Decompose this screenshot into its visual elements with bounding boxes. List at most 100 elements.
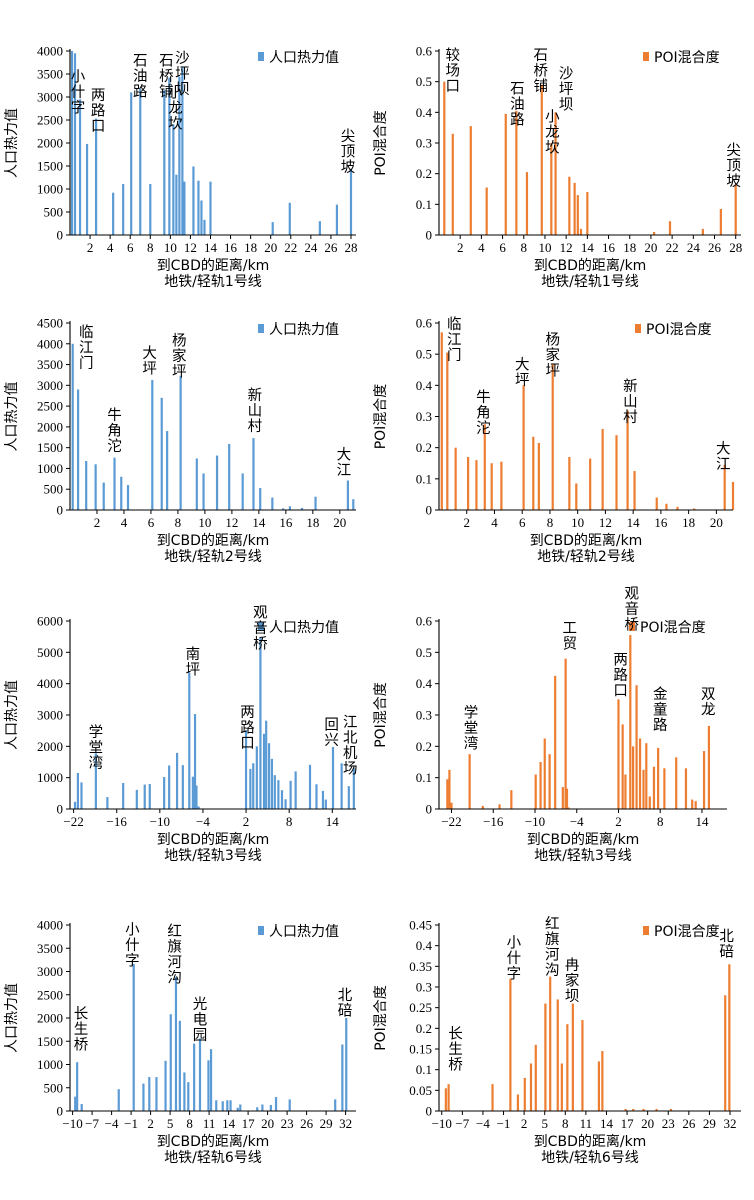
data-bar (277, 780, 280, 809)
data-bar (80, 782, 83, 809)
y-tick-label: 1500 (37, 159, 63, 174)
data-bar (676, 506, 679, 510)
x-tick-label: −7 (85, 1116, 99, 1131)
data-bar (178, 1020, 181, 1111)
data-bar (191, 776, 194, 809)
x-tick-label: 20 (333, 515, 346, 530)
x-tick-label: 4 (107, 240, 114, 255)
data-bar (198, 1038, 202, 1111)
legend-label: POI混合度 (640, 620, 706, 636)
station-label: 较场口 (446, 46, 461, 95)
y-tick-label: 2500 (37, 987, 63, 1002)
x-tick-label: 5 (167, 1116, 174, 1131)
x-tick-label: 24 (687, 240, 701, 255)
x-tick-label: 29 (320, 1116, 333, 1131)
legend-swatch (643, 52, 649, 61)
data-bar (504, 113, 507, 235)
x-tick-label: 18 (244, 240, 257, 255)
y-tick-label: 0.6 (416, 44, 433, 59)
data-bar (236, 1107, 239, 1111)
data-bar (539, 762, 542, 809)
data-bar (345, 1018, 348, 1111)
y-tick-label: 2500 (37, 399, 63, 414)
x-tick-label: −10 (432, 1116, 452, 1131)
station-label: 江北机场 (343, 714, 358, 778)
x-tick-label: 8 (562, 1116, 569, 1131)
legend-swatch (258, 52, 264, 61)
data-bar (215, 455, 219, 510)
x-tick-label: 20 (264, 240, 277, 255)
data-bar (556, 999, 559, 1111)
x-tick-label: 18 (306, 515, 319, 530)
data-bar (195, 458, 198, 510)
chart-panel-6: 0 0.1 0.2 0.3 0.4 0.5 0.6 −22 −16 −10 −4 2 8 14 POI混合度… (373, 586, 727, 864)
legend-label: 人口热力值 (269, 620, 339, 636)
data-bar (352, 767, 355, 809)
chart-caption: 地铁/轻轨2号线 (537, 549, 635, 565)
station-label: 新山村 (248, 387, 263, 435)
data-bar (117, 1089, 120, 1111)
data-bar (567, 807, 570, 809)
data-bar (85, 460, 88, 510)
x-tick-label: 26 (324, 240, 338, 255)
station-label: 南坪 (186, 646, 201, 679)
x-tick-label: −1 (124, 1116, 138, 1131)
data-bar (447, 1084, 450, 1111)
station-label: 小龙坎 (545, 108, 560, 156)
data-bar (691, 799, 694, 809)
data-bar (491, 1084, 494, 1111)
data-bar (349, 168, 353, 235)
y-tick-label: 0.1 (416, 770, 432, 785)
data-bar (284, 799, 287, 809)
data-bar (267, 743, 271, 809)
data-bar (314, 496, 317, 510)
station-label: 长生桥 (74, 1005, 89, 1053)
y-tick-label: 0.2 (416, 739, 432, 754)
legend-label: 人口热力值 (269, 924, 339, 940)
x-tick-label: 12 (599, 515, 612, 530)
data-bar (271, 222, 274, 235)
y-tick-label: 3500 (37, 67, 63, 82)
legend-label: 人口热力值 (269, 50, 339, 66)
x-tick-label: −16 (107, 814, 128, 829)
station-label: 大江 (337, 447, 352, 480)
x-tick-label: −22 (63, 814, 83, 829)
data-bar (550, 143, 553, 235)
x-tick-label: 29 (703, 1116, 716, 1131)
chart-panel-4: 0 0.1 0.2 0.3 0.4 0.5 0.6 2 4 6 8 10 12 14 16 18 20 POI混合… (373, 316, 735, 565)
x-tick-label: 26 (300, 1116, 314, 1131)
data-bar (142, 1083, 145, 1111)
data-bar (626, 410, 629, 510)
y-tick-label: 2000 (37, 739, 63, 754)
data-bar (483, 424, 486, 510)
x-tick-label: −4 (476, 1116, 490, 1131)
data-bar (597, 1061, 601, 1111)
x-tick-label: 8 (521, 240, 528, 255)
data-bar (179, 375, 182, 510)
data-bar (163, 90, 166, 235)
station-label: 大坪 (142, 345, 157, 378)
data-bar (693, 508, 696, 510)
data-bar (80, 1104, 83, 1111)
y-tick-label: 2500 (37, 113, 63, 128)
data-bar (241, 473, 244, 510)
x-tick-label: −7 (455, 1116, 469, 1131)
x-tick-label: 18 (623, 240, 636, 255)
station-label: 回兴 (324, 717, 339, 750)
chart-panel-7: 0 500 1000 1500 2000 2500 3000 3500 4000 −10 −7 −4−… (4, 918, 356, 1166)
data-bar (132, 964, 135, 1111)
data-bar (694, 801, 697, 809)
x-tick-label: 24 (304, 240, 318, 255)
x-tick-label: 10 (164, 240, 177, 255)
legend-label: POI混合度 (654, 50, 720, 66)
data-bar (450, 802, 453, 809)
x-tick-label: 14 (581, 240, 595, 255)
y-tick-label: 3000 (37, 708, 63, 723)
station-label: 沙坪坝 (175, 51, 190, 98)
data-bar (73, 801, 77, 809)
y-tick-label: 3500 (37, 357, 63, 372)
data-bar (655, 497, 658, 510)
data-bar (624, 1108, 627, 1111)
data-bar (467, 457, 470, 510)
station-label: 尖顶坡 (726, 142, 741, 190)
